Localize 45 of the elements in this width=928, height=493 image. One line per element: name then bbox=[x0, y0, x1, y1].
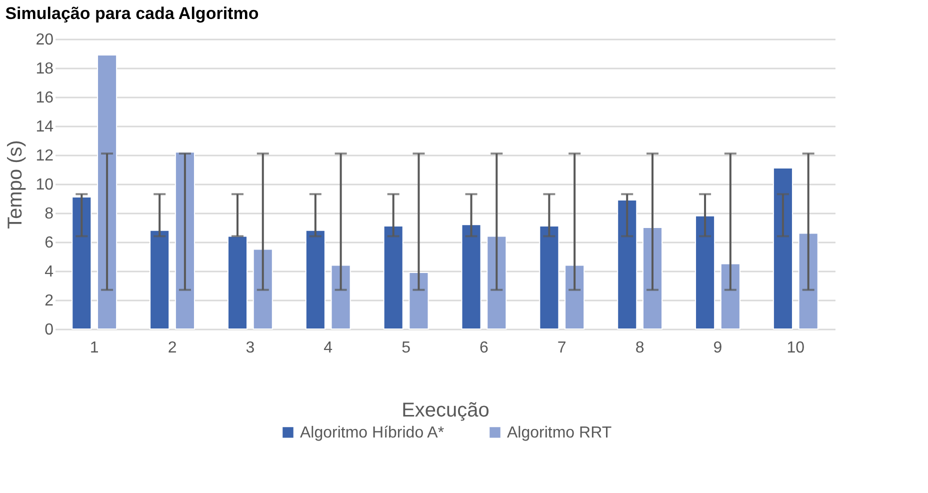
bar bbox=[461, 224, 482, 330]
bar bbox=[720, 263, 740, 330]
bar bbox=[174, 152, 195, 330]
bar bbox=[252, 248, 273, 330]
bar bbox=[227, 236, 248, 330]
bar bbox=[564, 264, 585, 330]
x-tick-label: 9 bbox=[713, 340, 722, 356]
y-tick-label: 6 bbox=[44, 234, 54, 252]
y-tick-label: 16 bbox=[36, 90, 54, 106]
bar bbox=[798, 232, 818, 330]
bar bbox=[642, 227, 663, 330]
y-tick-label: 0 bbox=[44, 322, 54, 338]
bar bbox=[539, 226, 560, 330]
x-tick-label: 10 bbox=[786, 340, 805, 356]
x-tick-label: 8 bbox=[635, 340, 644, 356]
y-tick-label: 14 bbox=[36, 118, 54, 136]
bar bbox=[772, 168, 793, 330]
y-tick-label: 18 bbox=[36, 60, 54, 78]
bar bbox=[383, 226, 404, 330]
x-tick-label: 4 bbox=[324, 340, 333, 356]
bar bbox=[305, 230, 326, 330]
legend-label: Algoritmo RRT bbox=[507, 424, 612, 442]
legend-label: Algoritmo Híbrido A* bbox=[300, 424, 444, 442]
x-axis-title: Execução bbox=[402, 400, 490, 422]
y-axis-title: Tempo (s) bbox=[4, 140, 27, 229]
bar bbox=[486, 236, 507, 330]
y-tick-label: 8 bbox=[44, 206, 54, 222]
x-tick-label: 2 bbox=[168, 340, 177, 356]
bar bbox=[617, 199, 638, 330]
x-tick-label: 1 bbox=[90, 340, 99, 356]
y-tick-label: 4 bbox=[44, 264, 54, 280]
y-tick-label: 10 bbox=[36, 176, 54, 194]
bar bbox=[330, 264, 351, 330]
x-tick-label: 5 bbox=[402, 340, 411, 356]
chart-title: Simulação para cada Algoritmo bbox=[5, 4, 259, 23]
y-tick-label: 20 bbox=[36, 32, 54, 48]
y-tick-label: 12 bbox=[36, 148, 54, 164]
x-tick-label: 3 bbox=[246, 340, 255, 356]
x-tick-label: 6 bbox=[480, 340, 489, 356]
y-tick-label: 2 bbox=[44, 292, 54, 310]
bar bbox=[97, 54, 118, 330]
bar bbox=[408, 272, 429, 330]
x-tick-label: 7 bbox=[557, 340, 566, 356]
bar bbox=[150, 230, 170, 330]
bar bbox=[695, 215, 716, 330]
